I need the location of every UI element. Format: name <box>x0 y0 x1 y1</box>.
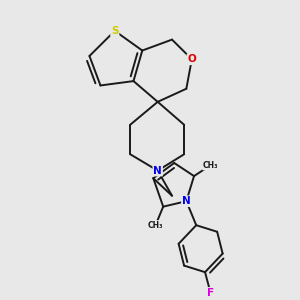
Text: N: N <box>153 166 162 176</box>
Text: F: F <box>207 288 214 298</box>
Text: CH₃: CH₃ <box>203 161 218 170</box>
Text: N: N <box>182 196 191 206</box>
Text: O: O <box>188 54 196 64</box>
Text: S: S <box>111 26 118 36</box>
Text: CH₃: CH₃ <box>148 221 163 230</box>
